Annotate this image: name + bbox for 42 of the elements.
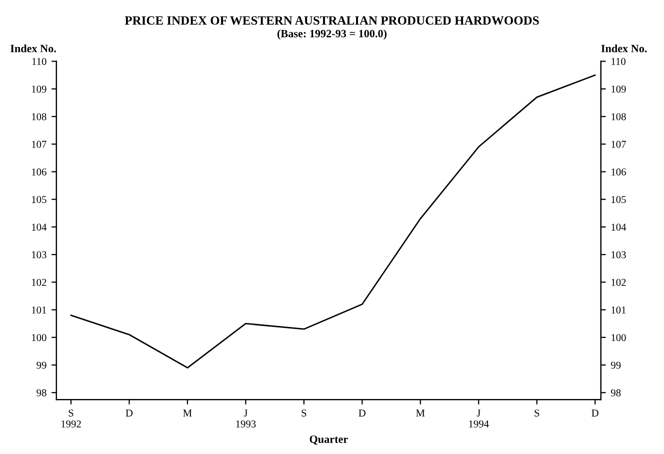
x-tick-label: J 1993 [236, 410, 256, 428]
x-tick-label: D [358, 410, 366, 416]
y2-tick-label: 106 [612, 168, 626, 176]
x-tick-label: D [592, 410, 598, 416]
y2-tick-label: 105 [612, 196, 626, 204]
y2-tick-label: 110 [612, 58, 626, 66]
y-axis-title: Index No. [10, 44, 56, 52]
y2-tick-label: 100 [612, 334, 626, 342]
y-tick-label: 109 [32, 86, 46, 93]
y2-axis-title: Index No. [601, 44, 647, 52]
y2-tick-label: 108 [612, 113, 626, 120]
y2-tick-label: 103 [612, 251, 626, 258]
y-tick-label: 104 [32, 224, 47, 231]
chart-title: PRICE INDEX OF WESTERN AUSTRALIAN PRODUCED HARDWOODS [124, 16, 539, 25]
x-axis-title: Quarter [310, 435, 348, 445]
y2-tick-label: 101 [612, 306, 626, 314]
y-tick-label: 98 [36, 389, 46, 396]
y-tick-label: 106 [32, 168, 46, 176]
y-tick-label: 100 [32, 334, 46, 342]
x-tick-label: S 1992 [62, 410, 81, 428]
y2-tick-label: 104 [612, 224, 626, 231]
y-tick-label: 110 [32, 58, 46, 66]
y-tick-label: 102 [32, 278, 46, 286]
y-tick-label: 101 [32, 306, 46, 314]
x-tick-label: S [302, 410, 306, 417]
y-tick-label: 103 [32, 251, 46, 258]
y2-tick-label: 99 [610, 362, 621, 369]
line-series [70, 74, 596, 368]
y2-tick-label: 102 [612, 278, 626, 286]
y-tick-label: 99 [36, 362, 46, 369]
chart-subtitle: (Base: 1992-93 = 100.0) [277, 30, 387, 40]
x-tick-label: M [183, 410, 192, 416]
y-tick-label: 107 [32, 140, 46, 148]
x-tick-label: S [534, 410, 540, 417]
x-tick-label: M [416, 410, 425, 416]
y2-tick-label: 107 [612, 140, 626, 148]
x-tick-label: D [126, 410, 133, 416]
x-tick-label: J 1994 [469, 410, 489, 428]
y2-tick-label: 109 [612, 86, 626, 93]
y2-tick-label: 98 [610, 389, 621, 396]
y-tick-label: 108 [32, 113, 46, 120]
y-tick-label: 105 [32, 196, 46, 204]
